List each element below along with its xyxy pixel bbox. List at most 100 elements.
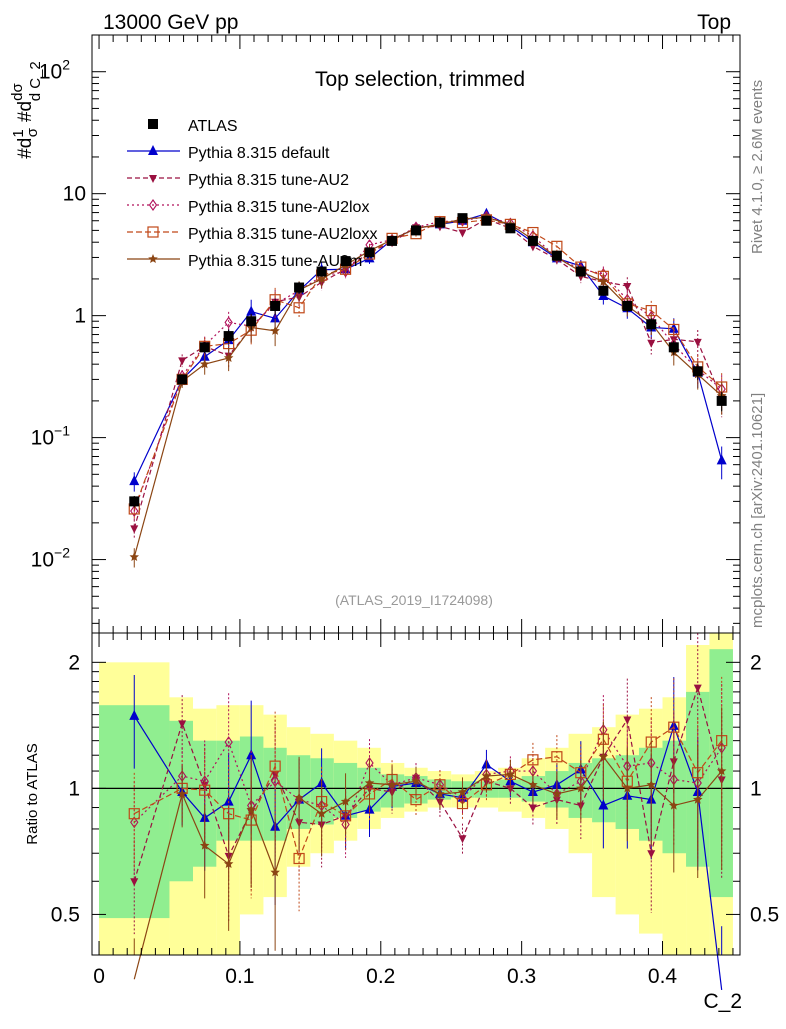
ratio-marker xyxy=(178,720,187,729)
ratio-y-tick-label-right: 0.5 xyxy=(750,903,779,926)
data-marker xyxy=(130,525,139,534)
ratio-marker xyxy=(224,736,233,749)
x-tick-label: 0.2 xyxy=(366,965,395,988)
plot-title: Top selection, trimmed xyxy=(315,68,525,91)
main-y-tick-label: 10−1 xyxy=(31,423,71,450)
legend-label: Pythia 8.315 tune-AU2loxx xyxy=(188,226,377,243)
ratio-marker xyxy=(223,858,234,868)
data-marker xyxy=(129,496,140,507)
data-marker xyxy=(527,235,538,246)
data-marker xyxy=(270,325,280,335)
ratio-marker xyxy=(458,835,467,844)
ratio-marker xyxy=(199,784,211,796)
data-marker xyxy=(199,342,210,353)
main-y-tick-label: 10 xyxy=(63,183,86,206)
ratio-marker xyxy=(528,779,538,789)
legend-entry-3: Pythia 8.315 tune-AU2lox xyxy=(127,199,369,216)
data-marker xyxy=(223,352,234,362)
legend-entry-1: Pythia 8.315 default xyxy=(127,145,330,162)
data-marker xyxy=(246,305,257,316)
ratio-marker xyxy=(293,852,305,865)
ratio-marker xyxy=(551,751,563,763)
ratio-y-tick-label: 2 xyxy=(68,651,80,674)
ratio-marker xyxy=(693,794,703,804)
main-y-tick-label: 10−2 xyxy=(31,545,71,572)
ratio-marker xyxy=(128,808,140,820)
ratio-marker xyxy=(646,779,656,789)
legend-entry-4: Pythia 8.315 tune-AU2loxx xyxy=(127,226,377,243)
data-marker xyxy=(130,505,139,517)
rivet-version-text: Rivet 4.1.0, ≥ 2.6M events xyxy=(749,80,766,254)
ratio-marker xyxy=(177,788,187,798)
main-y-tick-exponent: 2 xyxy=(62,57,70,73)
data-marker xyxy=(411,225,421,236)
legend-label: ATLAS xyxy=(188,118,238,135)
data-marker xyxy=(270,300,281,311)
data-marker xyxy=(622,300,633,311)
ratio-marker xyxy=(528,804,537,813)
data-marker xyxy=(246,316,257,327)
data-marker xyxy=(551,250,562,261)
ratio-curves xyxy=(128,633,728,991)
ratio-marker xyxy=(598,751,609,761)
data-marker xyxy=(668,323,680,336)
ratio-axes: 0.5 0.5 1 1 2 2 0 0.1 0.2 0.3 0.4 xyxy=(51,633,779,988)
data-marker xyxy=(692,366,703,377)
ratio-uncertainty-bands xyxy=(92,633,740,955)
stat-uncertainty-band xyxy=(169,720,194,882)
ratio-marker xyxy=(647,850,656,859)
data-marker xyxy=(178,357,187,366)
ratio-marker xyxy=(693,684,702,693)
legend-label: Pythia 8.315 tune-AU2lox xyxy=(188,199,369,216)
ratio-marker xyxy=(270,867,280,877)
data-marker xyxy=(316,273,327,283)
main-y-tick-exponent: −1 xyxy=(54,423,70,439)
ratio-marker xyxy=(598,799,609,810)
data-marker xyxy=(668,342,679,353)
series-1 xyxy=(129,207,727,492)
ratio-y-tick-label: 1 xyxy=(68,777,80,800)
data-marker xyxy=(177,374,188,385)
x-tick-label: 0.3 xyxy=(507,965,536,988)
legend-label: Pythia 8.315 tune-AU2m xyxy=(188,253,362,270)
data-marker xyxy=(647,339,656,348)
ratio-series-4 xyxy=(133,707,727,980)
main-y-tick-label: 1 xyxy=(74,305,86,328)
legend-marker xyxy=(147,226,159,238)
x-tick-label: 0 xyxy=(93,965,105,988)
data-marker xyxy=(457,213,468,224)
ratio-marker xyxy=(316,808,327,818)
ratio-marker xyxy=(552,788,562,798)
ratio-marker xyxy=(129,709,140,720)
ratio-marker xyxy=(340,796,351,806)
main-y-tick-exponent: −2 xyxy=(54,545,70,561)
legend-entry-2: Pythia 8.315 tune-AU2 xyxy=(127,172,349,189)
data-marker xyxy=(716,454,727,465)
header-left: 13000 GeV pp xyxy=(103,11,238,34)
legend-marker xyxy=(148,119,158,129)
svg-text:#d1σ#ddσd C_2: #d1σ#ddσd C_2 xyxy=(9,61,44,159)
legend-label: Pythia 8.315 tune-AU2 xyxy=(188,172,349,189)
ratio-marker xyxy=(387,779,397,789)
legend-entry-0: ATLAS xyxy=(148,118,238,135)
ratio-marker xyxy=(246,804,256,814)
ratio-y-tick-label-right: 2 xyxy=(750,651,762,674)
analysis-watermark: (ATLAS_2019_I1724098) xyxy=(335,592,493,608)
data-marker xyxy=(129,552,139,561)
data-marker xyxy=(199,359,210,369)
data-marker xyxy=(481,215,492,226)
data-marker xyxy=(387,235,398,246)
data-marker xyxy=(693,338,702,347)
ratio-marker xyxy=(130,816,139,829)
ratio-y-axis-label: Ratio to ATLAS xyxy=(24,743,41,844)
legend-entry-5: Pythia 8.315 tune-AU2m xyxy=(127,253,362,270)
ratio-marker xyxy=(130,878,139,887)
x-axis-label: C_2 xyxy=(703,990,742,1013)
mcplots-text: mcplots.cern.ch [arXiv:2401.10621] xyxy=(749,393,766,628)
data-marker xyxy=(505,223,516,234)
ratio-marker xyxy=(199,840,210,850)
legend-marker xyxy=(148,254,158,263)
data-marker xyxy=(293,302,305,314)
